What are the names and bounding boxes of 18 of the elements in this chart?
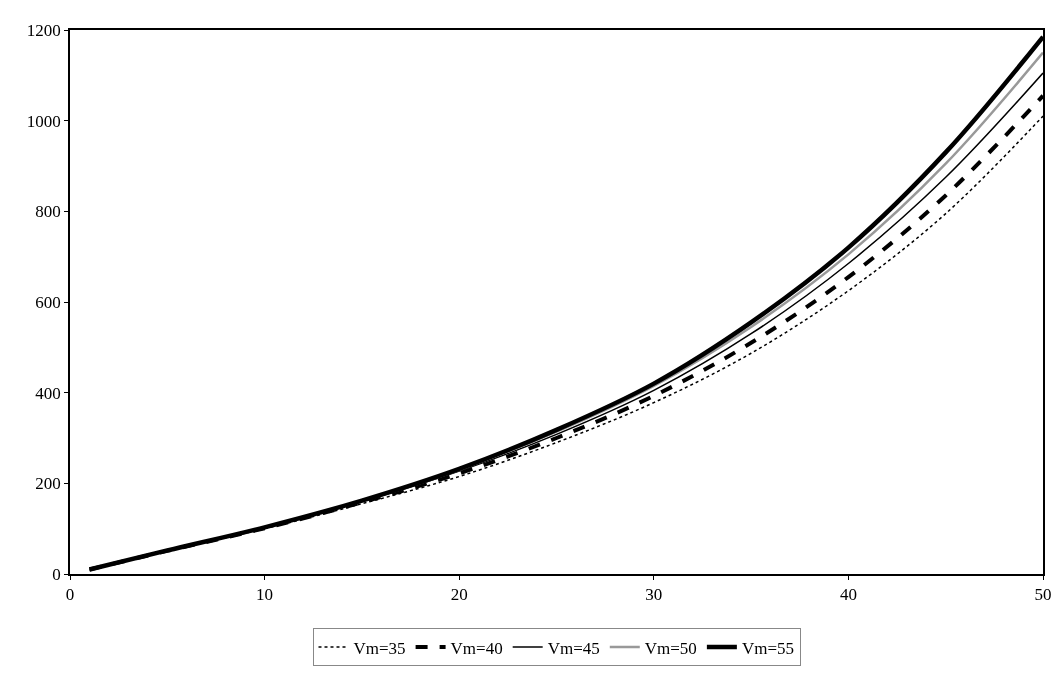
y-tick-label: 0 (52, 564, 61, 584)
legend-label: Vm=40 (450, 638, 503, 658)
x-tick-label: 30 (645, 585, 663, 605)
legend-label: Vm=35 (353, 638, 406, 658)
y-tick-label: 400 (35, 383, 61, 403)
legend-label: Vm=45 (547, 638, 600, 658)
legend-label: Vm=50 (644, 638, 697, 658)
y-tick-label: 1000 (26, 111, 61, 131)
x-tick-label: 0 (65, 585, 75, 605)
legend-label: Vm=55 (741, 638, 794, 658)
y-tick-label: 1200 (26, 20, 61, 40)
x-tick-label: 10 (256, 585, 274, 605)
y-tick-label: 800 (35, 202, 61, 222)
x-tick-label: 40 (839, 585, 857, 605)
x-tick-label: 50 (1034, 585, 1052, 605)
y-tick-label: 600 (35, 292, 61, 312)
x-tick-label: 20 (450, 585, 468, 605)
y-tick-label: 200 (35, 474, 61, 494)
